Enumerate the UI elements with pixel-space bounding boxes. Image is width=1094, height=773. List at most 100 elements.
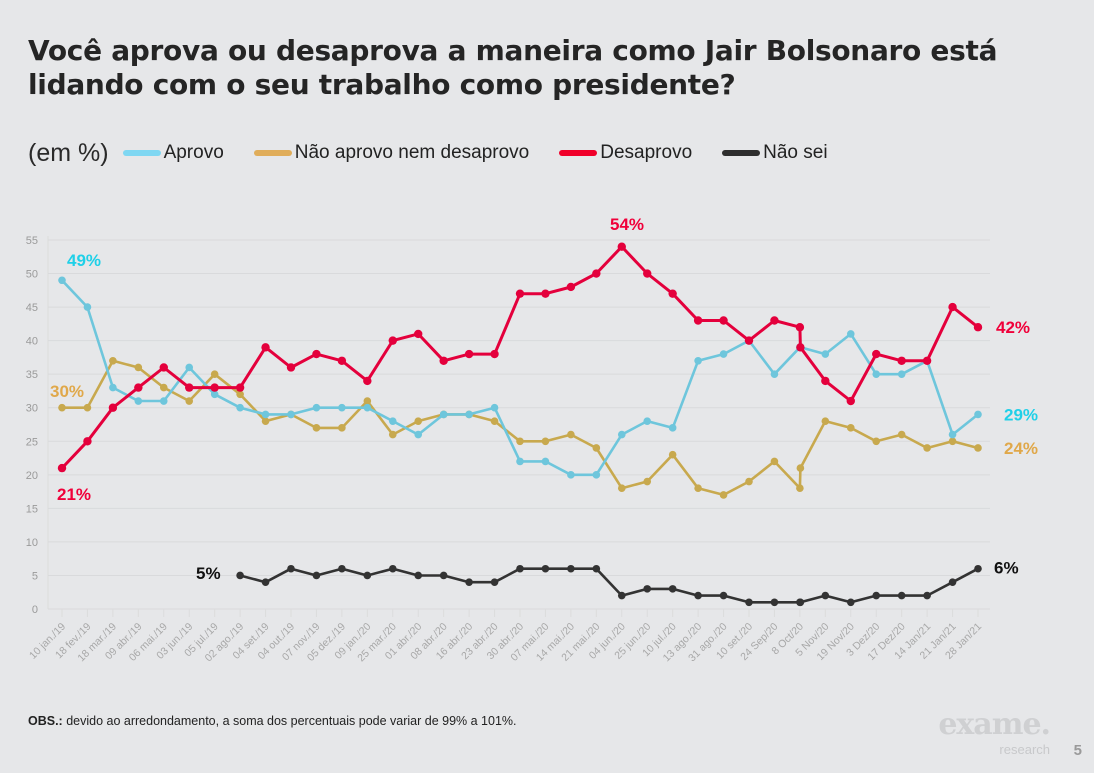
data-point bbox=[159, 383, 168, 392]
data-point bbox=[974, 564, 982, 573]
data-point bbox=[57, 463, 67, 473]
data-point bbox=[58, 403, 66, 412]
data-point bbox=[83, 437, 92, 446]
data-point bbox=[923, 444, 931, 452]
unit-label: (em %) bbox=[28, 138, 109, 167]
y-tick-label: 55 bbox=[26, 235, 38, 247]
data-point bbox=[897, 430, 906, 439]
data-point bbox=[516, 564, 524, 573]
data-point bbox=[897, 356, 906, 365]
data-point bbox=[490, 417, 499, 425]
footnote-text: devido ao arredondamento, a soma dos per… bbox=[62, 714, 517, 728]
data-point bbox=[541, 564, 550, 573]
data-point bbox=[185, 397, 194, 405]
data-point bbox=[363, 376, 372, 386]
data-point bbox=[592, 444, 601, 452]
footnote: OBS.: devido ao arredondamento, a soma d… bbox=[28, 714, 517, 728]
data-point bbox=[745, 598, 753, 607]
data-point bbox=[338, 403, 346, 412]
chart-title: Você aprova ou desaprova a maneira como … bbox=[28, 34, 998, 101]
data-point bbox=[235, 383, 245, 392]
data-point bbox=[592, 471, 601, 479]
data-point bbox=[974, 410, 982, 419]
data-labels: 49% 30% 21% 5% 54% 42% 29% 24% 6% bbox=[50, 215, 1038, 583]
y-tick-label: 20 bbox=[26, 470, 38, 482]
series-line-aprovo bbox=[60, 279, 980, 477]
data-point bbox=[694, 484, 702, 493]
data-point bbox=[312, 403, 321, 412]
brand-sub: research bbox=[999, 742, 1050, 757]
data-point bbox=[643, 585, 652, 593]
data-point bbox=[694, 356, 702, 365]
data-point bbox=[541, 437, 550, 446]
gridlines bbox=[47, 236, 990, 610]
legend: (em %) Aprovo Não aprovo nem desaprovo D… bbox=[28, 136, 858, 170]
data-point bbox=[414, 329, 423, 339]
data-point bbox=[923, 591, 931, 600]
data-point bbox=[287, 564, 295, 573]
data-point bbox=[312, 424, 321, 432]
data-point bbox=[236, 571, 244, 580]
data-point bbox=[592, 564, 601, 573]
label-neutro-end: 24% bbox=[1004, 439, 1038, 458]
label-aprovo-end: 29% bbox=[1004, 405, 1038, 424]
y-tick-label: 40 bbox=[26, 336, 38, 348]
data-point bbox=[465, 410, 473, 419]
data-point bbox=[821, 350, 830, 358]
page-number: 5 bbox=[1073, 742, 1082, 759]
data-point bbox=[210, 370, 219, 378]
data-point bbox=[897, 591, 906, 600]
data-point bbox=[770, 598, 779, 607]
brand-name: exame. bbox=[938, 707, 1051, 742]
series-line-desaprovo bbox=[60, 245, 980, 470]
footnote-bold: OBS.: bbox=[28, 714, 63, 728]
data-point bbox=[948, 578, 957, 586]
data-point bbox=[236, 390, 244, 399]
data-point bbox=[592, 269, 601, 278]
data-point bbox=[414, 571, 423, 580]
label-aprovo-start: 49% bbox=[67, 251, 101, 270]
data-point bbox=[541, 289, 550, 298]
data-point bbox=[770, 316, 779, 325]
data-point bbox=[464, 349, 474, 359]
y-tick-label: 10 bbox=[26, 537, 38, 549]
data-point bbox=[363, 571, 372, 580]
data-point bbox=[846, 598, 855, 607]
data-point bbox=[567, 430, 575, 439]
legend-item-aprovo: Aprovo bbox=[122, 142, 224, 164]
legend-label-neutro: Não aprovo nem desaprovo bbox=[294, 142, 530, 163]
data-point bbox=[567, 564, 575, 573]
data-point bbox=[363, 403, 372, 412]
data-point bbox=[490, 403, 499, 412]
y-tick-label: 50 bbox=[26, 269, 38, 281]
data-point bbox=[109, 383, 117, 392]
data-point bbox=[338, 564, 346, 573]
data-point bbox=[388, 417, 397, 425]
data-point bbox=[109, 356, 117, 365]
data-point bbox=[261, 410, 270, 419]
data-point bbox=[796, 484, 804, 493]
legend-item-neutro: Não aprovo nem desaprovo bbox=[253, 142, 530, 164]
data-point bbox=[846, 330, 855, 338]
data-point bbox=[312, 349, 321, 359]
data-point bbox=[516, 437, 524, 446]
data-point bbox=[846, 424, 855, 432]
data-point bbox=[388, 564, 397, 573]
data-point bbox=[83, 303, 92, 311]
data-point bbox=[490, 349, 499, 359]
data-point bbox=[516, 457, 524, 466]
data-point bbox=[312, 571, 321, 580]
data-point bbox=[974, 444, 982, 452]
data-point bbox=[108, 403, 118, 412]
y-tick-label: 5 bbox=[32, 570, 38, 582]
legend-label-desaprovo: Desaprovo bbox=[600, 142, 693, 163]
data-point bbox=[796, 598, 805, 607]
data-point bbox=[261, 578, 270, 586]
data-point bbox=[693, 316, 703, 325]
data-point bbox=[719, 350, 728, 358]
data-point bbox=[719, 316, 728, 325]
data-point bbox=[643, 269, 652, 278]
data-point bbox=[872, 349, 881, 359]
data-point bbox=[83, 403, 92, 412]
